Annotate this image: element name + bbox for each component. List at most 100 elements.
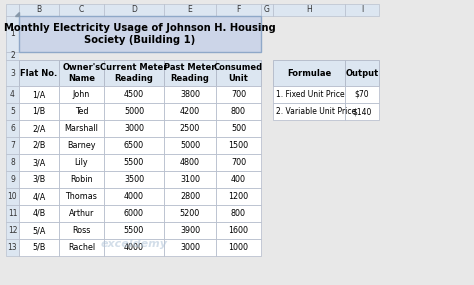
- Bar: [59, 154, 104, 171]
- Text: 800: 800: [231, 209, 246, 218]
- Text: 2. Variable Unit Price: 2. Variable Unit Price: [276, 107, 356, 116]
- Bar: [216, 86, 261, 103]
- Text: 2800: 2800: [180, 192, 200, 201]
- Bar: [104, 137, 164, 154]
- Text: 3800: 3800: [180, 90, 200, 99]
- Text: 12: 12: [8, 226, 17, 235]
- Text: 1/A: 1/A: [32, 90, 46, 99]
- Bar: [6, 154, 19, 171]
- Bar: [104, 120, 164, 137]
- Text: Lily: Lily: [75, 158, 88, 167]
- Text: 7: 7: [10, 141, 15, 150]
- Text: Owner's
Name: Owner's Name: [63, 63, 100, 83]
- Text: 5/B: 5/B: [32, 243, 46, 252]
- Text: B: B: [36, 5, 42, 15]
- Bar: [164, 137, 216, 154]
- Bar: [104, 86, 164, 103]
- Bar: [19, 120, 59, 137]
- Bar: [164, 120, 216, 137]
- Bar: [345, 86, 379, 103]
- Bar: [19, 52, 59, 60]
- Text: 10: 10: [8, 192, 18, 201]
- Bar: [59, 239, 104, 256]
- Bar: [59, 120, 104, 137]
- Text: 5500: 5500: [124, 158, 144, 167]
- Bar: [104, 103, 164, 120]
- Text: 4/B: 4/B: [32, 209, 46, 218]
- Text: Output: Output: [346, 68, 379, 78]
- Bar: [216, 154, 261, 171]
- Text: Monthly Electricity Usage of Johnson H. Housing
Society (Building 1): Monthly Electricity Usage of Johnson H. …: [4, 23, 276, 45]
- Bar: [6, 205, 19, 222]
- Bar: [6, 120, 19, 137]
- Text: 3000: 3000: [124, 124, 144, 133]
- Text: Current Meter
Reading: Current Meter Reading: [100, 63, 168, 83]
- Text: H: H: [306, 5, 312, 15]
- Bar: [59, 103, 104, 120]
- Bar: [19, 188, 59, 205]
- Text: 700: 700: [231, 158, 246, 167]
- Bar: [164, 239, 216, 256]
- Bar: [164, 171, 216, 188]
- Bar: [59, 171, 104, 188]
- Bar: [6, 16, 19, 52]
- Text: 13: 13: [8, 243, 18, 252]
- Bar: [6, 52, 19, 60]
- Bar: [19, 222, 59, 239]
- Bar: [216, 103, 261, 120]
- Bar: [104, 205, 164, 222]
- Text: Rachel: Rachel: [68, 243, 95, 252]
- Bar: [345, 60, 379, 86]
- Bar: [59, 205, 104, 222]
- Text: 3900: 3900: [180, 226, 200, 235]
- Bar: [345, 103, 379, 120]
- Bar: [19, 60, 59, 86]
- Text: 1: 1: [10, 30, 15, 38]
- Text: 4000: 4000: [124, 243, 144, 252]
- Bar: [6, 188, 19, 205]
- Text: 1000: 1000: [228, 243, 248, 252]
- Bar: [345, 4, 379, 16]
- Bar: [273, 60, 345, 86]
- Bar: [164, 4, 216, 16]
- Text: I: I: [361, 5, 363, 15]
- Text: 6500: 6500: [124, 141, 144, 150]
- Text: 3100: 3100: [180, 175, 200, 184]
- Text: 3/A: 3/A: [32, 158, 46, 167]
- Bar: [6, 103, 19, 120]
- Bar: [164, 86, 216, 103]
- Bar: [6, 222, 19, 239]
- Bar: [104, 52, 164, 60]
- Text: Flat No.: Flat No.: [20, 68, 58, 78]
- Bar: [19, 171, 59, 188]
- Bar: [19, 16, 261, 52]
- Bar: [216, 239, 261, 256]
- Text: 4500: 4500: [124, 90, 144, 99]
- Bar: [164, 154, 216, 171]
- Bar: [164, 222, 216, 239]
- Bar: [6, 137, 19, 154]
- Text: 5: 5: [10, 107, 15, 116]
- Bar: [164, 60, 216, 86]
- Bar: [216, 171, 261, 188]
- Bar: [19, 86, 59, 103]
- Text: 1500: 1500: [228, 141, 248, 150]
- Bar: [6, 239, 19, 256]
- Text: 6000: 6000: [124, 209, 144, 218]
- Text: 1/B: 1/B: [32, 107, 46, 116]
- Text: 9: 9: [10, 175, 15, 184]
- Text: F: F: [237, 5, 241, 15]
- Text: Ross: Ross: [73, 226, 91, 235]
- Text: 4000: 4000: [124, 192, 144, 201]
- Text: 3000: 3000: [180, 243, 200, 252]
- Bar: [19, 154, 59, 171]
- Text: Robin: Robin: [70, 175, 93, 184]
- Bar: [19, 239, 59, 256]
- Text: 4: 4: [10, 90, 15, 99]
- Bar: [104, 188, 164, 205]
- Bar: [6, 4, 19, 16]
- Bar: [104, 154, 164, 171]
- Text: John: John: [73, 90, 90, 99]
- Bar: [104, 239, 164, 256]
- Bar: [104, 171, 164, 188]
